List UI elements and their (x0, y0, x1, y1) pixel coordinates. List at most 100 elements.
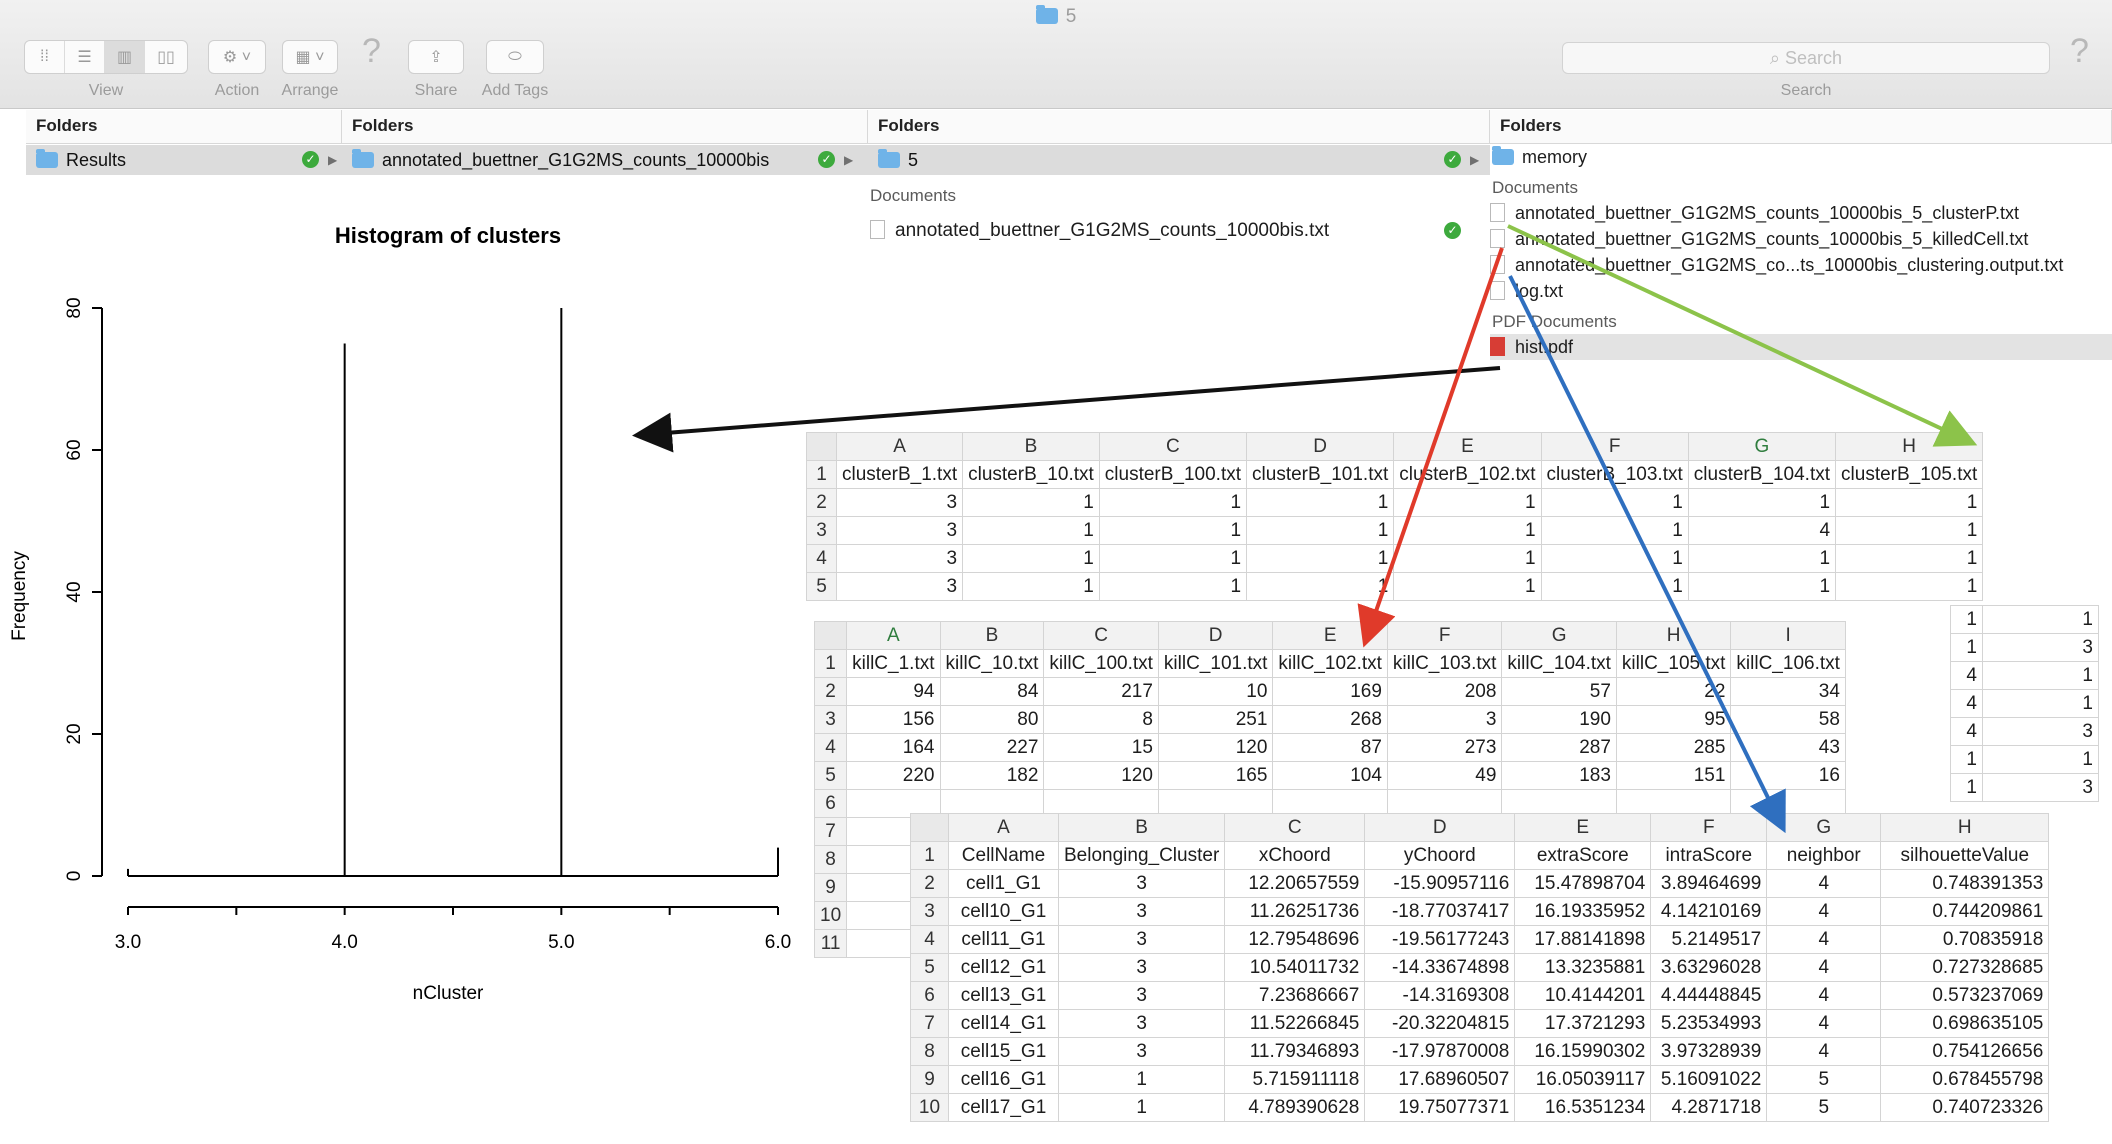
column-header[interactable]: C (1224, 813, 1366, 842)
table-cell[interactable]: cell1_G1 (948, 869, 1059, 898)
table-cell[interactable]: 1 (962, 488, 1100, 517)
table-cell[interactable]: 0.740723326 (1880, 1093, 2050, 1122)
column-header[interactable]: D (1157, 621, 1274, 650)
table-cell[interactable]: 13.3235881 (1514, 953, 1652, 982)
table-cell[interactable]: 3.89464699 (1650, 869, 1768, 898)
table-cell[interactable]: 217 (1043, 677, 1159, 706)
folder-memory[interactable]: memory (1490, 145, 2112, 174)
table-cell[interactable]: killC_10.txt (939, 649, 1045, 678)
column-header[interactable]: E (1514, 813, 1652, 842)
table-cell[interactable]: -14.3169308 (1364, 981, 1516, 1010)
table-cell[interactable]: 3 (1386, 705, 1503, 734)
table-cell[interactable]: 169 (1272, 677, 1388, 706)
table-cell[interactable]: 0.573237069 (1880, 981, 2050, 1010)
table-cell[interactable]: 151 (1615, 761, 1732, 790)
row-header[interactable]: 10 (813, 901, 848, 930)
table-cell[interactable]: 3 (1057, 953, 1226, 982)
column-header[interactable]: G (1766, 813, 1882, 842)
column-header[interactable]: A (948, 813, 1059, 842)
share-button[interactable]: ⇪ (408, 40, 464, 74)
table-cell[interactable]: -17.97870008 (1364, 1037, 1516, 1066)
table-cell[interactable]: 1 (1687, 572, 1837, 601)
table-cell[interactable]: 4.2871718 (1650, 1093, 1768, 1122)
row-header[interactable]: 2 (910, 869, 949, 898)
table-cell[interactable]: 1 (1246, 516, 1395, 545)
table-cell[interactable]: clusterB_1.txt (835, 460, 964, 489)
table-cell[interactable]: cell15_G1 (948, 1037, 1059, 1066)
table-cell[interactable]: 16.15990302 (1514, 1037, 1652, 1066)
table-cell[interactable]: 1 (1393, 544, 1542, 573)
table-cell[interactable]: 4 (1766, 981, 1882, 1010)
table-cell[interactable]: 3 (835, 572, 964, 601)
table-cell[interactable]: 1 (1246, 544, 1395, 573)
table-cell[interactable]: 3 (1057, 1037, 1226, 1066)
table-cell[interactable]: 1 (1098, 488, 1248, 517)
column-header[interactable]: F (1386, 621, 1503, 650)
table-cell[interactable]: yChoord (1364, 841, 1516, 870)
table-cell[interactable]: silhouetteValue (1880, 841, 2050, 870)
table-cell[interactable]: 3 (1057, 981, 1226, 1010)
column-header[interactable]: C (1043, 621, 1159, 650)
table-cell[interactable]: killC_100.txt (1043, 649, 1159, 678)
table-cell[interactable]: 1 (1950, 605, 1983, 634)
table-cell[interactable]: 12.79548696 (1224, 925, 1366, 954)
table-cell[interactable]: 285 (1615, 733, 1732, 762)
list-view-button[interactable]: ☰ (65, 41, 105, 73)
table-cell[interactable]: 1 (1982, 745, 2099, 774)
gallery-view-button[interactable]: ▯▯ (157, 49, 175, 66)
table-cell[interactable]: killC_102.txt (1272, 649, 1388, 678)
table-cell[interactable]: 1 (1687, 488, 1837, 517)
table-cell[interactable]: 4 (1687, 516, 1837, 545)
table-cell[interactable]: 1 (1982, 689, 2099, 718)
table-cell[interactable]: 1 (1540, 572, 1689, 601)
table-cell[interactable]: -15.90957116 (1364, 869, 1516, 898)
table-cell[interactable]: 0.754126656 (1880, 1037, 2050, 1066)
table-cell[interactable]: 4 (1950, 661, 1983, 690)
row-header[interactable]: 10 (910, 1093, 949, 1122)
table-cell[interactable]: 1 (962, 516, 1100, 545)
add-tags-button[interactable]: ⬭ (486, 40, 544, 74)
column-header[interactable]: H (1880, 813, 2050, 842)
table-cell[interactable]: 19.75077371 (1364, 1093, 1516, 1122)
table-cell[interactable]: 5 (1766, 1093, 1882, 1122)
table-cell[interactable]: 1 (962, 572, 1100, 601)
table-cell[interactable]: 1 (1057, 1065, 1226, 1094)
table-cell[interactable]: 10.4144201 (1514, 981, 1652, 1010)
column-header[interactable]: G (1687, 432, 1837, 461)
row-header[interactable]: 1 (813, 649, 848, 678)
row-header[interactable]: 1 (806, 460, 837, 489)
column-header[interactable]: H (1835, 432, 1984, 461)
select-all-corner[interactable] (910, 813, 949, 842)
table-cell[interactable]: 1 (1393, 572, 1542, 601)
table-cell[interactable]: cell13_G1 (948, 981, 1059, 1010)
table-cell[interactable]: 3 (1057, 925, 1226, 954)
table-cell[interactable]: 10.54011732 (1224, 953, 1366, 982)
row-header[interactable]: 4 (910, 925, 949, 954)
column-header[interactable]: B (939, 621, 1045, 650)
select-all-corner[interactable] (806, 432, 837, 461)
table-cell[interactable]: 1 (1835, 544, 1984, 573)
table-cell[interactable]: 22 (1615, 677, 1732, 706)
table-cell[interactable]: 8 (1043, 705, 1159, 734)
table-cell[interactable]: 17.88141898 (1514, 925, 1652, 954)
table-cell[interactable]: 1 (1982, 661, 2099, 690)
table-cell[interactable]: cell11_G1 (948, 925, 1059, 954)
table-cell[interactable]: 3 (1057, 897, 1226, 926)
table-cell[interactable]: 3 (835, 516, 964, 545)
table-cell[interactable]: 7.23686667 (1224, 981, 1366, 1010)
column-header[interactable]: A (846, 621, 941, 650)
column-header[interactable]: D (1364, 813, 1516, 842)
table-cell[interactable]: 10 (1157, 677, 1274, 706)
table-cell[interactable]: 43 (1730, 733, 1846, 762)
file-annotated-txt[interactable]: annotated_buettner_G1G2MS_counts_10000bi… (868, 214, 1482, 248)
file-clustering-output[interactable]: annotated_buettner_G1G2MS_co...ts_10000b… (1490, 252, 2112, 278)
column-header[interactable]: E (1272, 621, 1388, 650)
table-cell[interactable]: 4 (1766, 953, 1882, 982)
table-cell[interactable]: 3 (835, 488, 964, 517)
table-cell[interactable]: 16 (1730, 761, 1846, 790)
table-cell[interactable]: -18.77037417 (1364, 897, 1516, 926)
table-cell[interactable]: 4.14210169 (1650, 897, 1768, 926)
row-header[interactable]: 7 (910, 1009, 949, 1038)
table-cell[interactable]: 190 (1501, 705, 1617, 734)
table-cell[interactable]: 182 (939, 761, 1045, 790)
